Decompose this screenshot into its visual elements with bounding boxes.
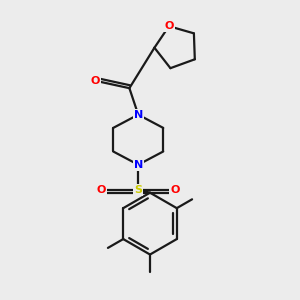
Text: O: O [170,185,180,195]
Text: O: O [97,185,106,195]
Text: S: S [134,185,142,195]
Text: N: N [134,160,143,170]
Text: O: O [164,21,174,31]
Text: O: O [91,76,100,86]
Text: N: N [134,110,143,120]
